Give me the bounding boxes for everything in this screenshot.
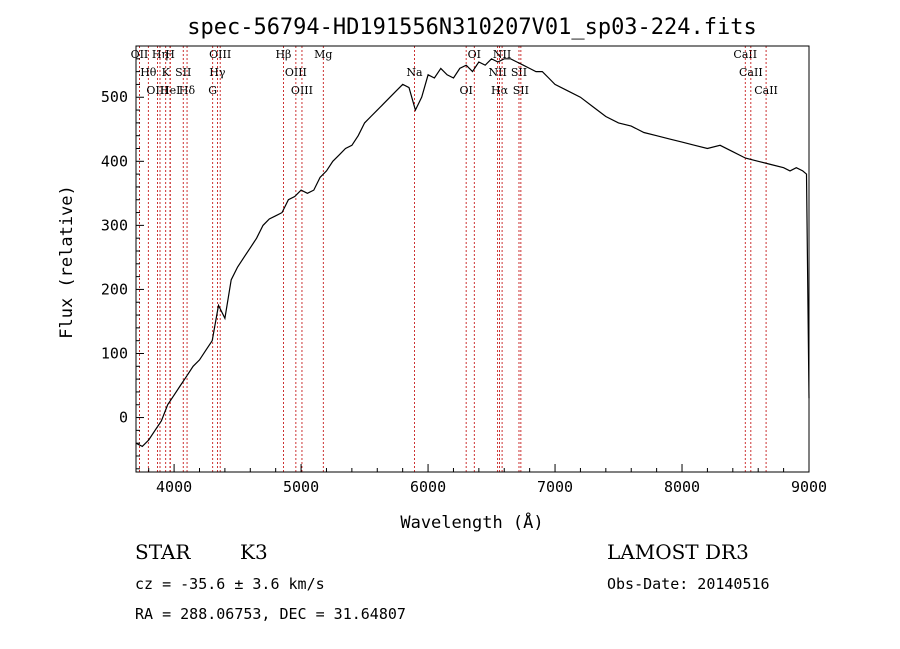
spectral-line-label: OIII [285,66,307,79]
x-tick-label: 4000 [156,478,192,496]
spectral-line-label: OIII [209,48,231,61]
spectral-line-label: NII [488,66,506,79]
spectral-line-label: Hδ [179,84,196,97]
spectral-line-label: SII [511,66,527,79]
spectral-line-label: Hβ [275,48,291,61]
spectral-line-label: OIII [291,84,313,97]
axis-ticks: 4000 5000 6000 7000 8000 9000 0 100 200 300 400 500 [101,58,827,496]
spectral-line-label: NII [493,48,511,61]
y-tick-label: 200 [101,280,128,298]
subclass-label: K3 [240,540,268,564]
spectral-line-label: CaII [739,66,763,79]
y-axis-label: Flux (relative) [57,185,77,339]
y-tick-label: 400 [101,152,128,170]
spectrum-line [135,58,810,448]
y-tick-label: 500 [101,88,128,106]
spectral-line-label: Na [406,66,423,79]
y-tick-label: 100 [101,344,128,362]
x-tick-label: 8000 [664,478,700,496]
series-layer [135,58,810,448]
class-label: STAR [135,540,191,564]
spectral-line-label: CaII [733,48,757,61]
x-tick-label: 5000 [283,478,319,496]
plot-frame [135,45,810,473]
spectral-line-label: Hη [152,48,168,61]
spectral-line-label: CaII [754,84,778,97]
spectral-line-label: OI [459,84,472,97]
spectral-line-label: SII [175,66,191,79]
spectral-line-label: K [162,66,171,79]
x-axis-label: Wavelength (Å) [400,511,543,533]
y-tick-label: 300 [101,216,128,234]
spectral-line-label: OIII [146,84,168,97]
y-tick-label: 0 [119,409,128,427]
survey-label: LAMOST DR3 [607,540,749,564]
spectral-line-label: Hα [491,84,509,97]
spectral-lines-layer: OIIHθOIIIHηKHeIHSIIHδOIIIHγGHβOIIIOIIIMg… [131,46,778,472]
spectral-line-label: H [165,48,175,61]
spectral-line-label: Hγ [209,66,226,79]
spectral-line-label: G [208,84,217,97]
spectral-line-label: OI [468,48,481,61]
x-tick-label: 7000 [537,478,573,496]
spectral-line-label: Hθ [140,66,157,79]
spectral-line-label: Mg [314,48,332,61]
spectral-line-label: SII [513,84,529,97]
x-tick-label: 6000 [410,478,446,496]
obs-date-label: Obs-Date: 20140516 [607,575,770,593]
x-tick-label: 9000 [791,478,827,496]
coordinates-label: RA = 288.06753, DEC = 31.64807 [135,605,406,623]
spectral-line-label: OII [131,48,149,61]
chart-title: spec-56794-HD191556N310207V01_sp03-224.f… [187,15,757,40]
redshift-label: cz = -35.6 ± 3.6 km/s [135,575,325,593]
